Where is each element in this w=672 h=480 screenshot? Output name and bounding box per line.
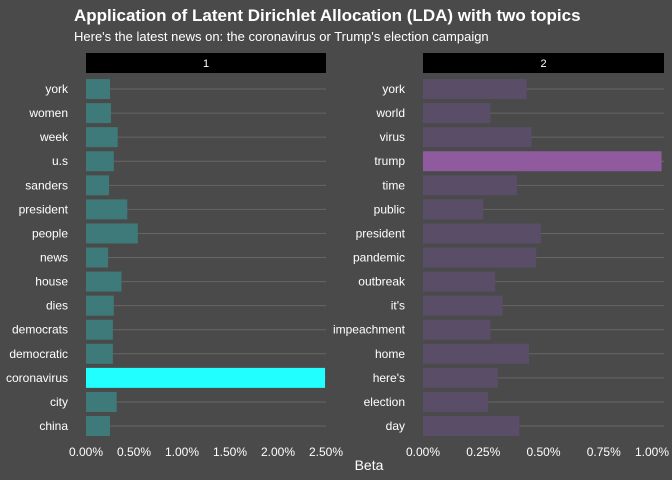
category-label: news (40, 251, 68, 265)
x-axis-label: Beta (355, 457, 384, 473)
bar-president (86, 199, 128, 220)
facet-strip-label: 1 (203, 58, 209, 70)
category-label: time (382, 178, 405, 192)
facet-strip (423, 53, 664, 73)
bar-week (86, 127, 118, 148)
x-tick-label: 0.50% (117, 445, 151, 459)
category-label: virus (380, 130, 405, 144)
bar-city (86, 391, 117, 412)
bar-women (86, 103, 111, 124)
category-label: house (35, 275, 68, 289)
bar-democrats (86, 319, 113, 340)
category-label: york (45, 82, 69, 96)
chart-subtitle: Here's the latest news on: the coronavir… (74, 29, 489, 44)
category-label: home (375, 347, 405, 361)
category-label: world (375, 106, 405, 120)
category-label: pandemic (353, 251, 405, 265)
category-label: day (386, 419, 405, 433)
facet-strip-label: 2 (540, 58, 546, 70)
bar-u.s (86, 151, 114, 172)
bar-world (423, 103, 491, 124)
category-label: sanders (25, 178, 68, 192)
bar-pandemic (423, 247, 537, 268)
x-tick-label: 0.00% (69, 445, 103, 459)
x-tick-label: 0.50% (526, 445, 560, 459)
x-tick-label: 2.50% (309, 445, 343, 459)
bar-coronavirus (86, 367, 326, 388)
bar-sanders (86, 175, 110, 196)
x-tick-label: 2.00% (261, 445, 295, 459)
bar-time (423, 175, 517, 196)
bar-impeachment (423, 319, 491, 340)
category-label: election (364, 395, 405, 409)
category-label: democratic (9, 347, 68, 361)
category-label: china (39, 419, 68, 433)
bar-trump (423, 151, 662, 172)
panel-1: 1 york women week u.s sanders president people n… (6, 53, 343, 459)
category-label: city (50, 395, 68, 409)
bar-china (86, 416, 110, 437)
chart-title: Application of Latent Dirichlet Allocati… (74, 6, 581, 25)
bar-election (423, 391, 489, 412)
bar-news (86, 247, 109, 268)
category-label: york (382, 82, 406, 96)
bar-virus (423, 127, 532, 148)
x-tick-label: 1.50% (213, 445, 247, 459)
bar-york (423, 79, 527, 100)
category-label: democrats (12, 323, 68, 337)
category-label: week (39, 130, 69, 144)
category-label: outbreak (358, 275, 406, 289)
category-label: impeachment (333, 323, 406, 337)
category-label: president (356, 226, 406, 240)
x-tick-label: 1.00% (635, 445, 669, 459)
category-label: dies (46, 299, 68, 313)
bar-president (423, 223, 542, 244)
bar-people (86, 223, 138, 244)
bar-house (86, 271, 122, 292)
x-tick-label: 0.00% (406, 445, 440, 459)
bar-home (423, 343, 530, 364)
x-tick-label: 0.25% (466, 445, 500, 459)
category-label: it's (391, 299, 405, 313)
facet-panels: 1 york women week u.s sanders president people n… (6, 53, 669, 459)
category-label: here's (373, 371, 405, 385)
bar-here's (423, 367, 498, 388)
bar-york (86, 79, 110, 100)
facet-strip (86, 53, 326, 73)
category-label: coronavirus (6, 371, 68, 385)
bar-day (423, 416, 520, 437)
x-tick-label: 0.75% (587, 445, 621, 459)
category-label: women (28, 106, 68, 120)
bar-dies (86, 295, 114, 316)
bar-public (423, 199, 484, 220)
category-label: president (19, 202, 69, 216)
category-label: people (32, 226, 68, 240)
category-label: trump (374, 154, 405, 168)
category-label: u.s (52, 154, 68, 168)
category-label: public (374, 202, 405, 216)
x-tick-label: 1.00% (165, 445, 199, 459)
bar-outbreak (423, 271, 496, 292)
panel-2: 2 york world virus trump time public president p… (333, 53, 669, 459)
bar-it's (423, 295, 503, 316)
bar-democratic (86, 343, 113, 364)
